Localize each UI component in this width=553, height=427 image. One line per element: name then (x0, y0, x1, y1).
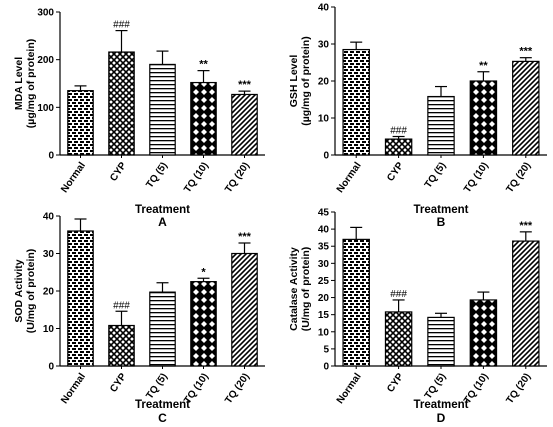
significance-label: ** (479, 60, 488, 72)
x-tick-label: CYP (385, 371, 406, 394)
x-tick-label: TQ (5) (423, 371, 449, 401)
y-tick-label: 0 (48, 151, 54, 162)
x-tick-label: CYP (385, 160, 406, 183)
y-axis-title-line: (µg/mg of protein) (25, 39, 37, 128)
bar (342, 48, 370, 156)
y-tick-label: 35 (318, 242, 330, 253)
bar (384, 311, 413, 367)
x-tick-label: TQ (10) (462, 160, 491, 195)
x-axis-title: Treatment (135, 204, 190, 216)
panel-letter: B (437, 215, 446, 229)
bar (108, 51, 135, 156)
y-tick-label: 20 (43, 287, 55, 298)
y-tick-label: 15 (318, 310, 330, 321)
y-tick-label: 30 (318, 40, 330, 51)
x-tick-label: Normal (59, 371, 88, 406)
bar (149, 291, 176, 367)
y-tick-label: 300 (37, 8, 54, 19)
bar (469, 80, 498, 156)
x-tick-label: Normal (59, 160, 88, 195)
significance-label: ### (113, 300, 130, 311)
bar (342, 238, 370, 367)
bar (427, 95, 455, 156)
panel-letter: D (437, 411, 446, 425)
significance-label: *** (519, 220, 533, 232)
bar (469, 299, 498, 367)
x-tick-label: Normal (335, 371, 364, 406)
y-axis-title-line: (U/mg of protein) (25, 249, 37, 334)
y-tick-label: 0 (323, 151, 329, 162)
bar (149, 63, 176, 156)
bar (231, 93, 258, 156)
x-tick-label: TQ (5) (144, 371, 170, 401)
y-tick-label: 40 (318, 3, 330, 14)
y-axis-title-line: (µg/mg of protein) (300, 36, 312, 125)
bar (67, 230, 94, 367)
y-axis-title-line: MDA Level (13, 57, 25, 110)
y-tick-label: 5 (323, 344, 329, 355)
y-axis-title-line: SOD Activity (13, 259, 25, 322)
bar (512, 240, 540, 367)
bar (67, 90, 94, 156)
significance-label: *** (238, 79, 252, 91)
x-tick-label: TQ (20) (223, 371, 252, 406)
y-tick-label: 200 (37, 55, 54, 66)
bar (190, 81, 217, 156)
bar (384, 138, 413, 156)
bar (512, 60, 540, 156)
significance-label: ### (390, 289, 407, 300)
chart-panel-b: 0 10 20 30 40 GSH Level (µg/mg of protein) Norm… (288, 3, 547, 229)
x-tick-label: TQ (20) (223, 160, 252, 195)
bar (190, 281, 217, 367)
y-tick-label: 10 (318, 114, 330, 125)
panel-letter: A (158, 215, 167, 229)
y-axis-title-line: Catalase Activity (288, 247, 300, 331)
bar (427, 316, 455, 367)
chart-panel-c: 0 10 20 30 40 SOD Activity (U/mg of protein) No… (13, 212, 265, 425)
y-tick-label: 40 (318, 225, 330, 236)
x-axis-title: Treatment (135, 399, 190, 411)
panel-letter: C (158, 411, 167, 425)
y-tick-label: 20 (318, 293, 330, 304)
y-tick-label: 45 (318, 208, 330, 219)
x-tick-label: TQ (20) (504, 371, 533, 406)
y-tick-label: 10 (318, 327, 330, 338)
y-axis-title-line: GSH Level (288, 55, 300, 108)
y-tick-label: 100 (37, 103, 54, 114)
x-tick-label: TQ (5) (144, 160, 170, 190)
significance-label: *** (519, 46, 533, 58)
y-tick-label: 30 (43, 249, 55, 260)
bar (231, 252, 258, 367)
y-tick-label: 20 (318, 77, 330, 88)
y-tick-label: 10 (43, 324, 55, 335)
significance-label: ### (113, 20, 130, 31)
x-tick-label: CYP (108, 160, 129, 183)
chart-panel-d: 0 5 10 15 20 25 30 35 40 45 Catalase Activity (U/mg… (288, 208, 547, 425)
y-axis-title-line: (U/mg of protein) (300, 247, 312, 332)
significance-label: ### (390, 126, 407, 137)
y-tick-label: 25 (318, 276, 330, 287)
x-axis-title: Treatment (414, 204, 469, 216)
x-tick-label: TQ (5) (423, 160, 449, 190)
chart-panel-a: 0 100 200 300 MDA Level (µg/mg of protein) Nor… (13, 8, 265, 229)
significance-label: ** (199, 59, 208, 71)
significance-label: *** (238, 231, 252, 243)
y-tick-label: 30 (318, 259, 330, 270)
y-tick-label: 0 (48, 362, 54, 373)
y-tick-label: 0 (323, 362, 329, 373)
x-tick-label: Normal (335, 160, 364, 195)
x-tick-label: TQ (20) (504, 160, 533, 195)
x-axis-title: Treatment (414, 399, 469, 411)
x-tick-label: CYP (108, 371, 129, 394)
bar (108, 324, 135, 367)
significance-label: * (201, 266, 206, 278)
x-tick-label: TQ (10) (182, 160, 211, 195)
y-tick-label: 40 (43, 212, 55, 223)
